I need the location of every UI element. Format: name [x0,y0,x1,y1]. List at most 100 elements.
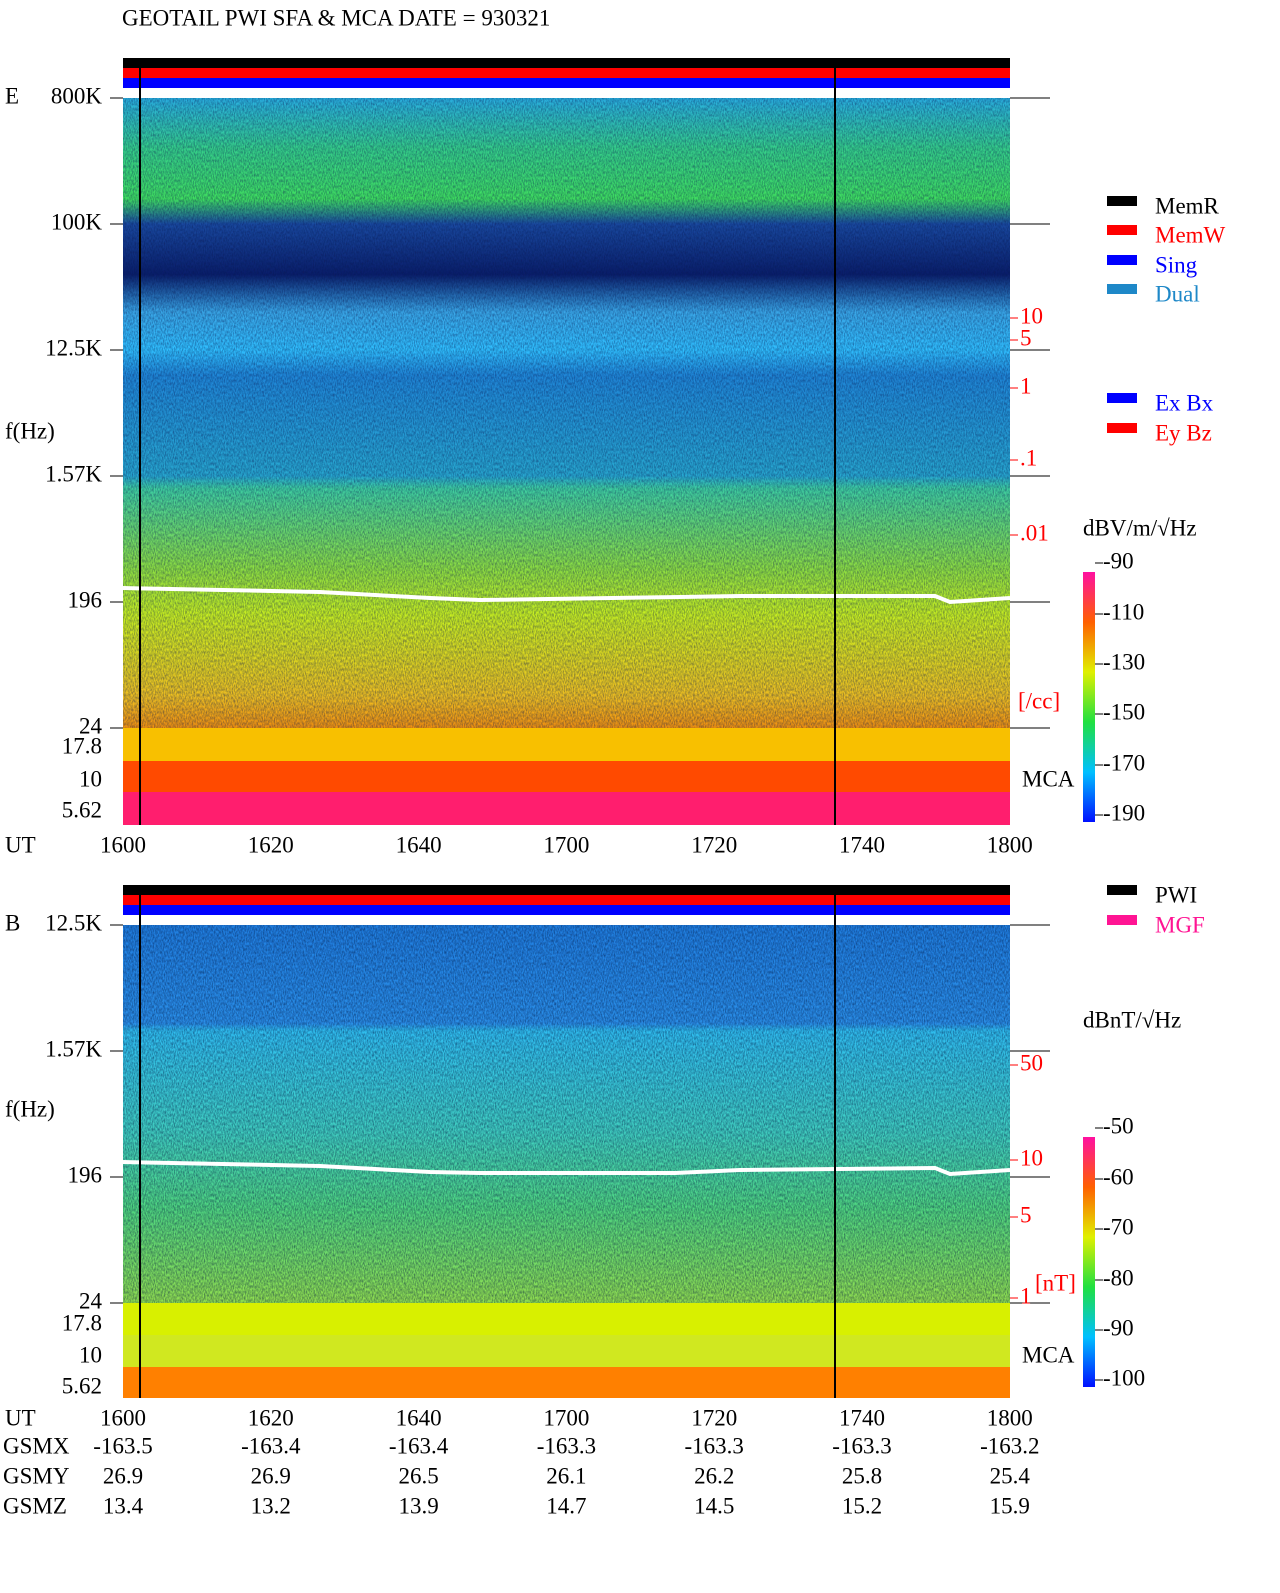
y-tick-label: 5.62 [62,797,102,822]
colorbar-unit: dBV/m/√Hz [1083,515,1197,540]
y-tick-label: 196 [68,587,103,612]
orbit-value: 26.2 [694,1463,734,1488]
colorbar-tick-label: -90 [1103,548,1134,573]
legend-label: Ex Bx [1155,390,1214,415]
legend-swatch [1107,225,1137,235]
colorbar-tick-label: -170 [1103,750,1145,775]
y-tick-label: 12.5K [45,910,102,935]
x-tick-label: 1720 [691,1405,737,1430]
x-tick-label: 1700 [543,832,589,857]
x-tick-label: 1720 [691,832,737,857]
colorbar-tick-label: -90 [1103,1315,1134,1340]
x-tick-label: 1600 [100,832,146,857]
x-axis-label: UT [5,832,36,857]
orbit-label: GSMZ [3,1493,67,1518]
orbit-value: 14.5 [694,1493,734,1518]
x-tick-label: 1700 [543,1405,589,1430]
orbit-value: -163.5 [93,1433,152,1458]
orbit-value: -163.2 [980,1433,1039,1458]
y-tick-label: 1.57K [45,1036,102,1061]
orbit-value: 26.5 [398,1463,438,1488]
y-tick-label: 1.57K [45,461,102,486]
legend-label: Dual [1155,281,1200,306]
title: GEOTAIL PWI SFA & MCA DATE = 930321 [122,5,550,30]
orbit-value: -163.3 [537,1433,596,1458]
orbit-value: 26.1 [546,1463,586,1488]
colorbar-tick-label: -80 [1103,1265,1134,1290]
colorbar-tick-label: -60 [1103,1164,1134,1189]
orbit-value: -163.3 [832,1433,891,1458]
density-tick-label: 10 [1020,1145,1043,1170]
colorbar-unit: dBnT/√Hz [1083,1007,1181,1032]
x-tick-label: 1800 [987,1405,1033,1430]
x-tick-label: 1740 [839,832,885,857]
density-unit: [/cc] [1018,688,1060,713]
x-tick-label: 1640 [396,1405,442,1430]
y-tick-label: 800K [51,83,103,108]
orbit-value: 15.9 [990,1493,1030,1518]
y-tick-label: 17.8 [62,1310,102,1335]
y-tick-label: 17.8 [62,733,102,758]
y-tick-label: 10 [79,766,102,791]
colorbar-tick-label: -150 [1103,699,1145,724]
component-label: B [5,910,20,935]
legend-label: MemR [1155,193,1220,218]
orbit-value: -163.3 [684,1433,743,1458]
y-axis-label: f(Hz) [5,418,55,443]
legend-swatch [1107,393,1137,403]
orbit-value: -163.4 [389,1433,449,1458]
orbit-label: GSMY [3,1463,70,1488]
colorbar-tick-label: -100 [1103,1365,1145,1390]
x-axis-label: UT [5,1405,36,1430]
component-label: E [5,83,19,108]
legend-label: MemW [1155,222,1226,247]
y-axis-label: f(Hz) [5,1096,55,1121]
colorbar-tick-label: -130 [1103,649,1145,674]
density-tick-label: 5 [1020,1202,1032,1227]
legend-swatch [1107,885,1137,895]
orbit-value: 26.9 [103,1463,143,1488]
legend-label: MGF [1155,912,1205,937]
mca-label: MCA [1022,1342,1075,1367]
legend-label: Sing [1155,252,1198,277]
colorbar-tick-label: -110 [1103,599,1144,624]
mca-label: MCA [1022,766,1075,791]
orbit-value: 26.9 [251,1463,291,1488]
y-tick-label: 10 [79,1342,102,1367]
density-unit: [nT] [1035,1270,1076,1295]
y-tick-label: 196 [68,1162,103,1187]
spectrogram [122,58,1095,1398]
legend-swatch [1107,284,1137,294]
density-tick-label: 1 [1020,1283,1032,1308]
density-tick-label: 50 [1020,1050,1043,1075]
legend-swatch [1107,915,1137,925]
x-tick-label: 1620 [248,1405,294,1430]
density-tick-label: .01 [1020,520,1049,545]
legend-swatch [1107,423,1137,433]
colorbar-tick-label: -50 [1103,1113,1134,1138]
orbit-value: -163.4 [241,1433,301,1458]
x-tick-label: 1800 [987,832,1033,857]
density-tick-label: 1 [1020,373,1032,398]
orbit-value: 14.7 [546,1493,586,1518]
y-tick-label: 5.62 [62,1373,102,1398]
density-tick-label: 5 [1020,325,1032,350]
x-tick-label: 1740 [839,1405,885,1430]
orbit-value: 13.9 [398,1493,438,1518]
density-tick-label: 10 [1020,303,1043,328]
orbit-value: 15.2 [842,1493,882,1518]
x-tick-label: 1600 [100,1405,146,1430]
y-tick-label: 24 [79,713,103,738]
orbit-label: GSMX [3,1433,70,1458]
y-tick-label: 100K [51,209,103,234]
orbit-value: 13.2 [251,1493,291,1518]
y-tick-label: 12.5K [45,335,102,360]
legend-label: Ey Bz [1155,420,1212,445]
x-tick-label: 1640 [396,832,442,857]
colorbar-tick-label: -190 [1103,800,1145,825]
legend-swatch [1107,255,1137,265]
legend-swatch [1107,196,1137,206]
legend-label: PWI [1155,882,1197,907]
x-tick-label: 1620 [248,832,294,857]
